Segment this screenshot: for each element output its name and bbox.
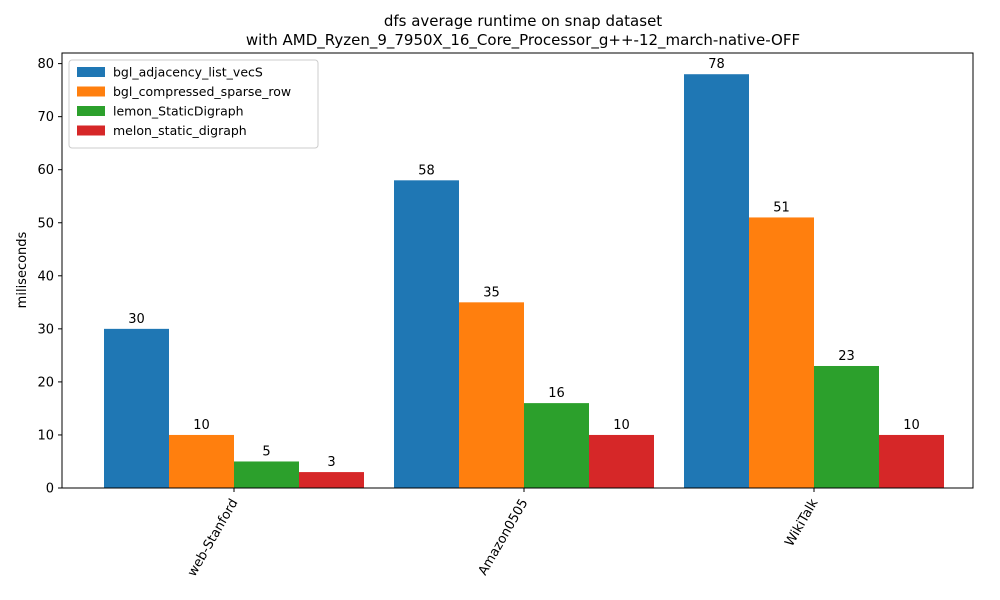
- x-tick-label: Amazon0505: [476, 497, 532, 579]
- chart-subtitle: with AMD_Ryzen_9_7950X_16_Core_Processor…: [246, 31, 800, 50]
- legend-swatch: [77, 86, 105, 97]
- y-tick-label: 40: [37, 269, 54, 284]
- axes-frame: [61, 52, 974, 489]
- legend: bgl_adjacency_list_vecS bgl_compressed_sp…: [68, 59, 319, 149]
- x-tick-label: WikiTalk: [782, 496, 821, 549]
- legend-box: [68, 59, 319, 149]
- bar-value-label: 30: [128, 312, 145, 327]
- y-tick-label: 10: [37, 428, 54, 443]
- y-tick-label: 80: [37, 57, 54, 72]
- bar-bgl_compressed_sparse_row-Amazon0505: [459, 302, 524, 488]
- bar-value-label: 10: [193, 418, 210, 433]
- legend-entry: bgl_compressed_sparse_row: [113, 84, 291, 99]
- bar-bgl_compressed_sparse_row-WikiTalk: [749, 217, 814, 488]
- y-tick-label: 30: [37, 322, 54, 337]
- bar-lemon_StaticDigraph-web-Stanford: [234, 461, 299, 488]
- bar-bgl_adjacency_list_vecS-WikiTalk: [684, 74, 749, 488]
- bar-melon_static_digraph-WikiTalk: [879, 434, 944, 488]
- bar-value-label: 51: [773, 200, 790, 215]
- y-tick-label: 70: [37, 110, 54, 125]
- y-axis-ticks: 0 10 20 30 40 50 60 70 80: [37, 57, 62, 497]
- bar-bgl_compressed_sparse_row-web-Stanford: [169, 434, 234, 488]
- legend-entry: lemon_StaticDigraph: [113, 104, 244, 119]
- bar-melon_static_digraph-Amazon0505: [589, 434, 654, 488]
- y-axis-label: miliseconds: [15, 231, 30, 308]
- y-tick-label: 60: [37, 163, 54, 178]
- legend-entry: bgl_adjacency_list_vecS: [113, 65, 263, 80]
- bar-value-label: 10: [613, 418, 630, 433]
- x-tick-label: web-Stanford: [185, 497, 242, 580]
- bar-value-label: 35: [483, 285, 500, 300]
- legend-entry: melon_static_digraph: [113, 123, 247, 138]
- bar-value-label: 58: [418, 163, 435, 178]
- x-axis-ticks: web-Stanford Amazon0505 WikiTalk: [185, 488, 822, 579]
- bar-bgl_adjacency_list_vecS-Amazon0505: [394, 180, 459, 488]
- bar-value-label: 3: [327, 455, 335, 470]
- bar-value-label: 16: [548, 386, 565, 401]
- y-tick-label: 50: [37, 216, 54, 231]
- bar-value-label: 5: [262, 444, 270, 459]
- y-tick-label: 0: [46, 482, 54, 497]
- chart-title: dfs average runtime on snap dataset: [384, 12, 662, 30]
- plot-area: 30 58 78 10 35 51 5 16 23 3 10 10: [61, 52, 974, 489]
- y-tick-label: 20: [37, 375, 54, 390]
- bar-melon_static_digraph-web-Stanford: [299, 472, 364, 488]
- bar-value-label: 23: [838, 349, 855, 364]
- bar-lemon_StaticDigraph-Amazon0505: [524, 403, 589, 488]
- bar-lemon_StaticDigraph-WikiTalk: [814, 365, 879, 488]
- legend-swatch: [77, 106, 105, 116]
- legend-swatch: [77, 67, 105, 77]
- bar-bgl_adjacency_list_vecS-web-Stanford: [104, 328, 169, 488]
- legend-swatch: [77, 125, 105, 136]
- bar-value-label: 10: [903, 418, 920, 433]
- bar-value-label: 78: [708, 57, 725, 72]
